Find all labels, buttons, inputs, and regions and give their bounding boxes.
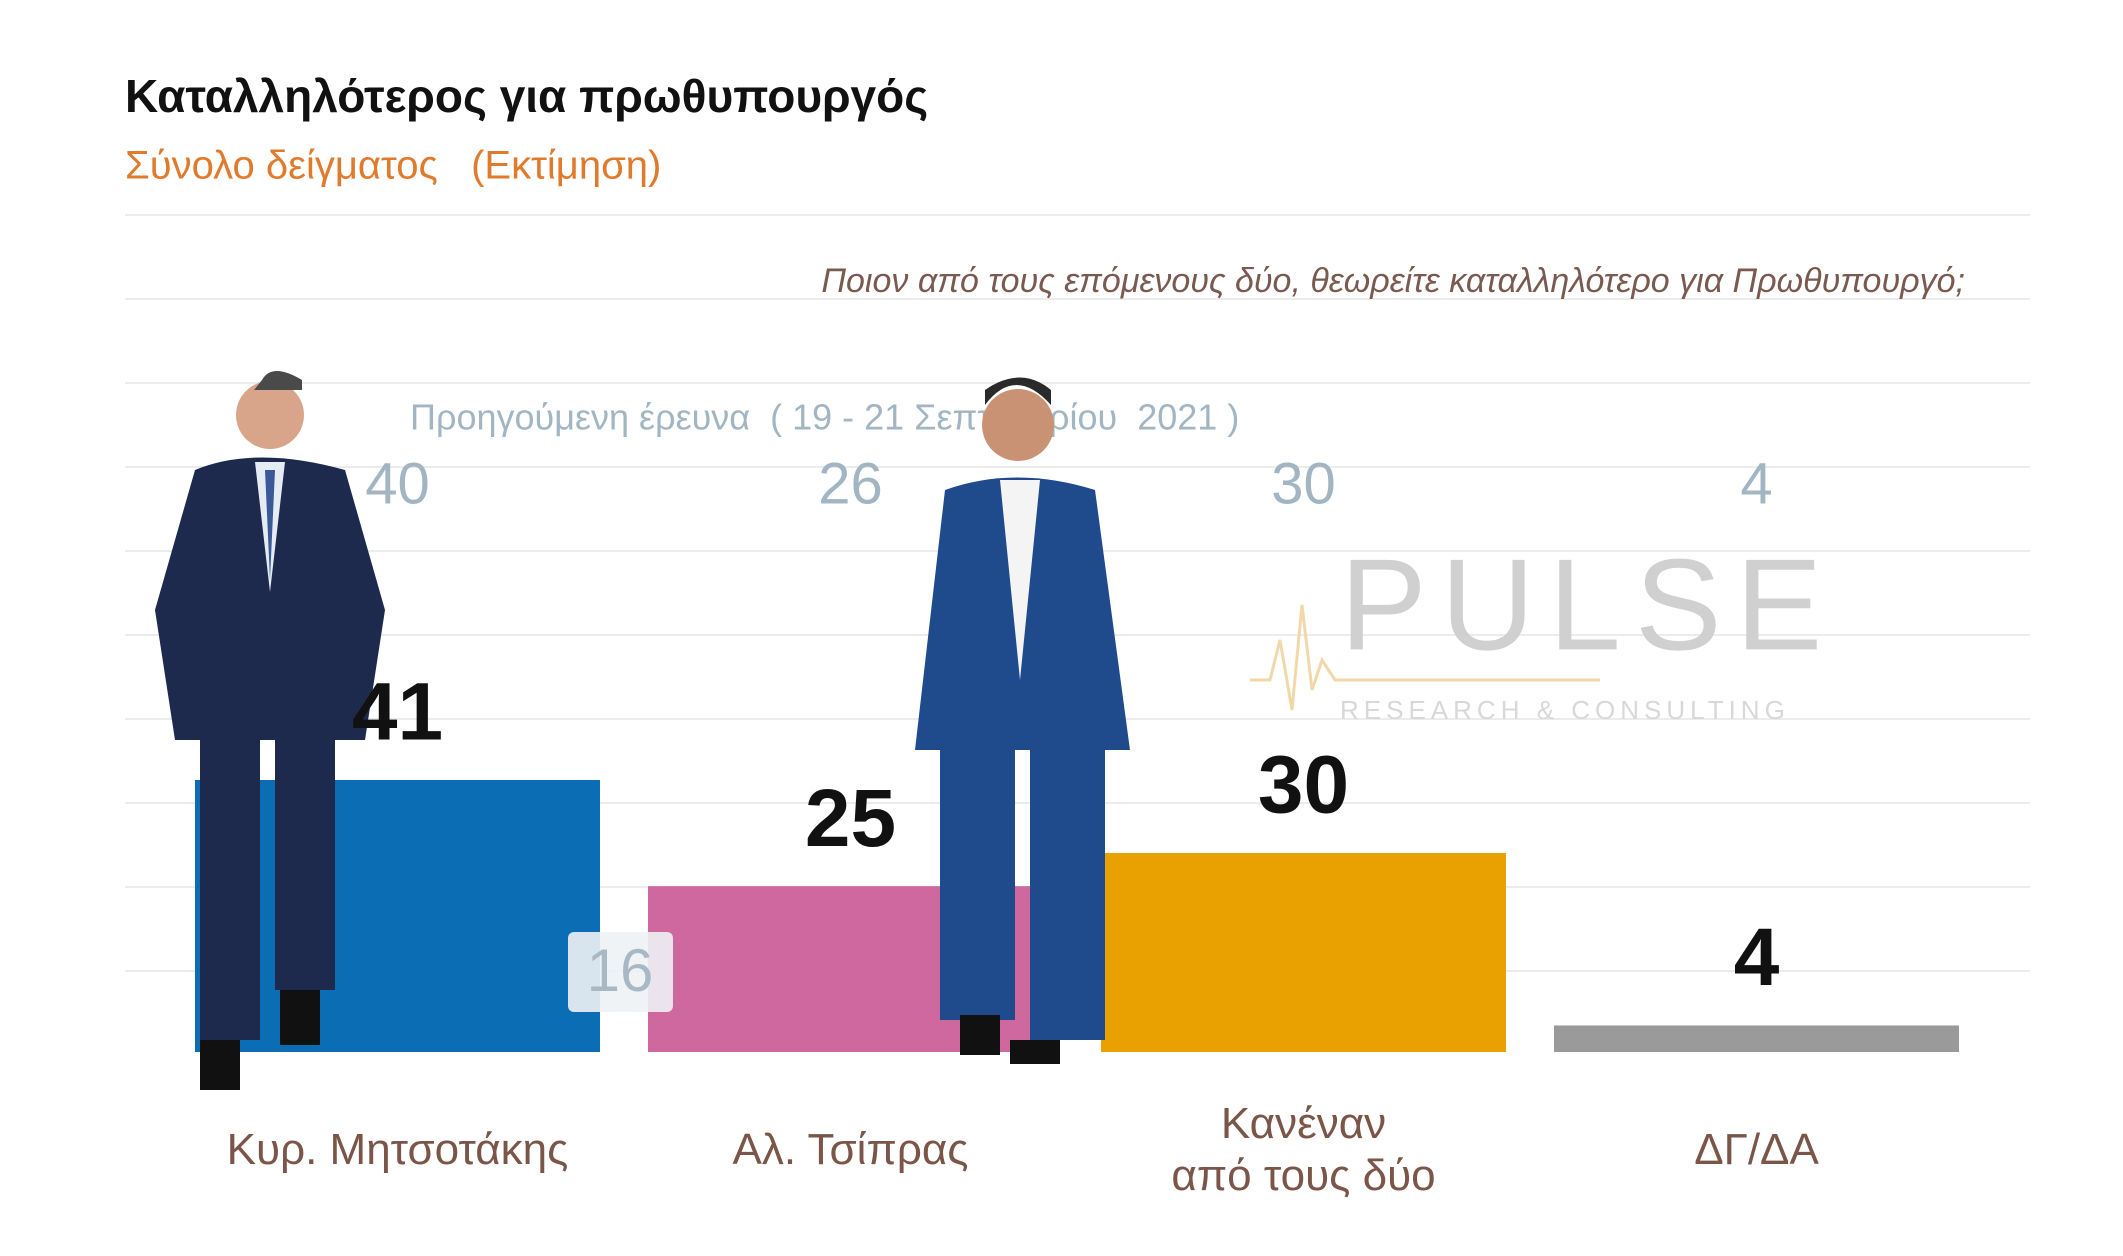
bar — [195, 780, 600, 1052]
value-label: 41 — [352, 667, 443, 758]
annotation: 16 — [587, 937, 654, 1004]
question: Ποιον από τους επόμενους δύο, θεωρείτε κ… — [821, 262, 1965, 300]
value-label: 30 — [1258, 740, 1349, 831]
watermark: PULSE — [1340, 531, 1836, 677]
previous-value: 4 — [1740, 451, 1772, 516]
watermark-sub: RESEARCH & CONSULTING — [1340, 695, 1790, 725]
previous-value: 26 — [818, 451, 883, 516]
x-tick-label: Αλ. Τσίπρας — [732, 1125, 969, 1174]
person-figure — [155, 371, 385, 1090]
value-label: 4 — [1734, 912, 1780, 1003]
value-label: 25 — [805, 773, 896, 864]
chart-title: Καταλληλότερος για πρωθυπουργός — [125, 70, 928, 122]
watermark-pulse — [1250, 604, 1600, 711]
x-tick-label: Κυρ. Μητσοτάκης — [226, 1125, 569, 1174]
previous-value: 40 — [365, 451, 430, 516]
x-tick-label: ΔΓ/ΔΑ — [1694, 1125, 1819, 1174]
previous-label: Προηγούμενη έρευνα ( 19 - 21 Σεπτεμβρίου… — [410, 397, 1239, 438]
chart-subtitle: Σύνολο δείγματος (Εκτίμηση) — [125, 144, 661, 188]
person-figure — [915, 377, 1130, 1064]
bar — [1101, 852, 1506, 1052]
annotation-box — [568, 932, 673, 1012]
x-tick-label: Κανέναν από τους δύο — [1171, 1099, 1436, 1200]
bar — [1554, 1025, 1959, 1052]
previous-value: 30 — [1271, 451, 1336, 516]
